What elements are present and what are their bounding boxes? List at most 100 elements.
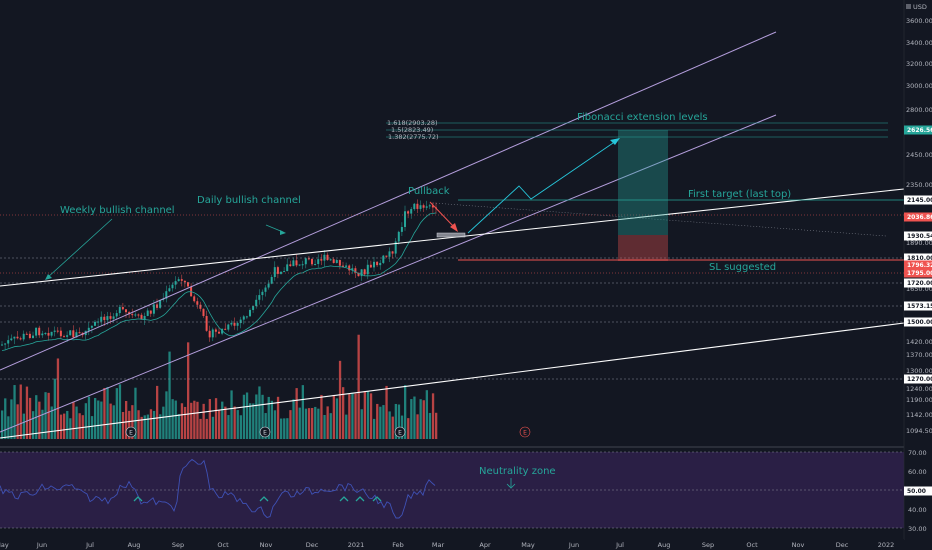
candle-body bbox=[428, 205, 431, 207]
rsi-tick-label: 70.00 bbox=[908, 449, 927, 457]
price-tag: 1500.00 bbox=[904, 317, 932, 327]
volume-bar bbox=[22, 413, 25, 439]
event-markers[interactable]: E E E E bbox=[125, 426, 531, 438]
volume-bar bbox=[159, 414, 162, 439]
projection-arrowhead bbox=[610, 138, 620, 145]
price-tick-label: 2800.00 bbox=[906, 106, 932, 114]
time-axis-panel[interactable] bbox=[0, 539, 904, 550]
volume-bar bbox=[224, 406, 227, 439]
time-tick-label: Feb bbox=[392, 541, 404, 549]
volume-bar bbox=[211, 416, 215, 439]
volume-bar bbox=[72, 401, 75, 439]
candle-body bbox=[118, 307, 121, 314]
volume-bar bbox=[351, 392, 354, 439]
long-term-support-line bbox=[0, 322, 905, 439]
candle-body bbox=[239, 319, 242, 324]
candle-body bbox=[221, 328, 224, 334]
candle-body bbox=[369, 264, 372, 268]
candle-body bbox=[233, 322, 236, 326]
volume-bar bbox=[413, 396, 416, 439]
candle-body bbox=[431, 205, 434, 208]
volume-bar bbox=[320, 394, 323, 439]
candle-body bbox=[152, 304, 155, 314]
candle-body bbox=[366, 264, 369, 275]
volume-bar bbox=[193, 400, 196, 439]
volume-bar bbox=[329, 413, 332, 439]
time-tick-label: Sep bbox=[172, 541, 184, 549]
volume-bar bbox=[63, 413, 66, 439]
fib-extension-lines bbox=[386, 122, 888, 138]
rsi-tick-label: 30.00 bbox=[908, 525, 927, 533]
volume-bar bbox=[270, 400, 273, 439]
volume-bar bbox=[410, 399, 413, 439]
volume-bar bbox=[218, 410, 221, 439]
volume-bar bbox=[134, 387, 137, 439]
candle-body bbox=[50, 331, 53, 336]
stop-zone bbox=[618, 235, 668, 261]
volume-bar bbox=[143, 415, 146, 439]
volume-bar bbox=[286, 418, 289, 439]
candle-body bbox=[63, 336, 65, 338]
neutrality-arrowhead bbox=[506, 483, 516, 489]
volume-bar bbox=[249, 403, 252, 439]
candle-body bbox=[171, 284, 174, 289]
candle-body bbox=[7, 340, 10, 344]
horizontal-levels bbox=[0, 257, 904, 380]
candle-body bbox=[224, 328, 227, 330]
candle-body bbox=[13, 336, 16, 339]
candle-body bbox=[416, 203, 419, 209]
candle-body bbox=[115, 313, 118, 317]
price-tag: 1573.15 bbox=[904, 301, 932, 311]
candle-body bbox=[69, 330, 72, 336]
candle-body bbox=[264, 287, 267, 292]
candle-body bbox=[342, 265, 344, 267]
time-tick-label: Oct bbox=[217, 541, 229, 549]
price-tick-label: 3600.00 bbox=[906, 17, 932, 25]
volume-bars bbox=[1, 334, 438, 439]
volume-bar bbox=[233, 406, 236, 439]
candle-body bbox=[125, 309, 127, 313]
price-tag-label: 1573.15 bbox=[907, 303, 932, 310]
candle-body bbox=[103, 316, 106, 321]
candle-body bbox=[317, 259, 320, 265]
chevron-up-icon bbox=[259, 496, 269, 502]
candle-body bbox=[205, 315, 208, 331]
price-tag-bg bbox=[904, 278, 932, 288]
price-tag: 1930.54 bbox=[904, 231, 932, 241]
volume-bar bbox=[78, 413, 81, 439]
earnings-marker-label: E bbox=[263, 430, 267, 437]
time-tick-label: 2021 bbox=[348, 541, 365, 549]
candle-body bbox=[134, 314, 137, 316]
volume-bar bbox=[404, 385, 407, 439]
volume-bar bbox=[1, 410, 4, 439]
volume-bar bbox=[428, 412, 432, 439]
price-tag: 1270.00 bbox=[904, 374, 932, 384]
candle-body bbox=[301, 264, 304, 266]
candle-body bbox=[97, 321, 100, 323]
earnings-marker-label: E bbox=[398, 430, 402, 437]
volume-bar bbox=[202, 403, 205, 439]
candle-body bbox=[25, 333, 28, 335]
candle-body bbox=[87, 327, 90, 331]
candle-body bbox=[94, 321, 96, 326]
fib-label: 1.5(2823.49) bbox=[391, 126, 433, 134]
candle-body bbox=[183, 280, 186, 283]
time-tick-label: May bbox=[521, 541, 535, 549]
price-tag: 1796.32 bbox=[904, 260, 932, 270]
volume-bar bbox=[100, 401, 103, 439]
time-axis-ticks: May Jun Jul Aug Sep Oct Nov Dec 2021 Feb Mar Apr May… bbox=[0, 541, 894, 549]
volume-bar bbox=[385, 385, 388, 439]
price-tag: 1720.00 bbox=[904, 278, 932, 288]
candle-body bbox=[348, 265, 351, 271]
price-tick-label: 1890.00 bbox=[906, 239, 932, 247]
volume-bar bbox=[205, 418, 208, 439]
time-tick-label: Aug bbox=[658, 541, 671, 549]
fib-ext-label: Fibonacci extension levels bbox=[577, 112, 708, 123]
price-tag-bg bbox=[904, 195, 932, 205]
candle-body bbox=[400, 226, 403, 232]
price-tick-label: 2350.00 bbox=[906, 181, 932, 189]
volume-bar bbox=[307, 408, 311, 439]
candle-body bbox=[165, 291, 168, 299]
volume-bar bbox=[292, 399, 295, 439]
